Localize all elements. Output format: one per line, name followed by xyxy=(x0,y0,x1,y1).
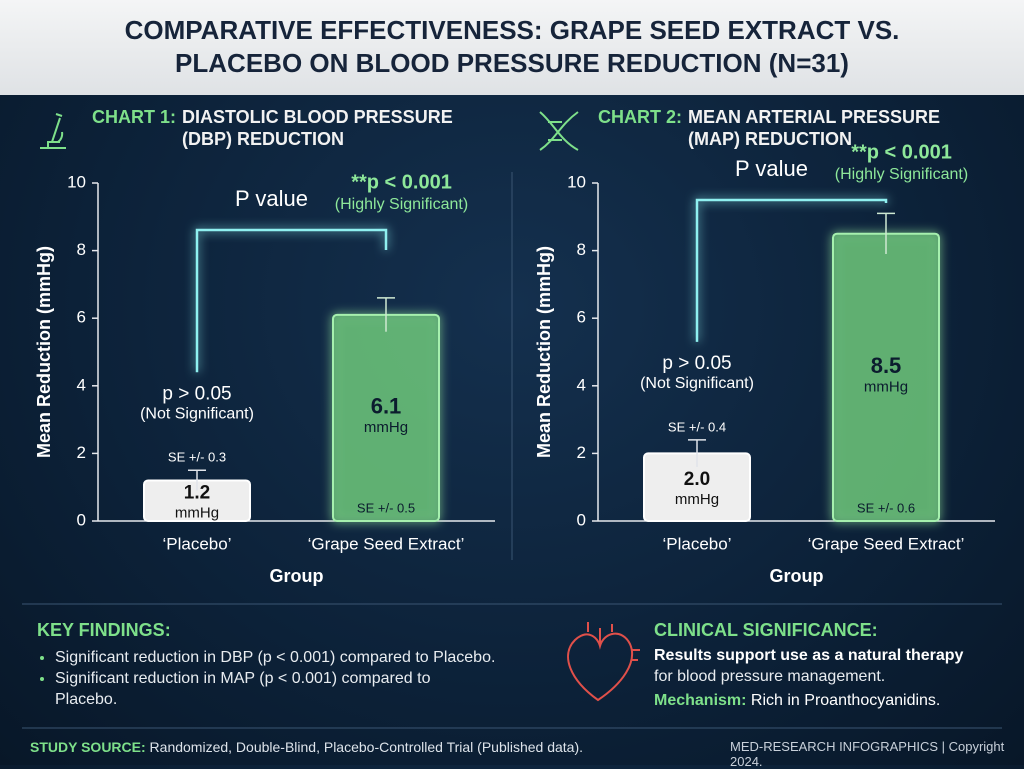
chart-title-prefix: CHART 2: xyxy=(598,107,682,127)
y-tick-label: 2 xyxy=(77,443,86,462)
ns-label: (Not Significant) xyxy=(140,406,254,423)
value-unit: mmHg xyxy=(675,491,719,508)
ns-p-value: p > 0.05 xyxy=(162,383,231,404)
mechanism-label: Mechanism: xyxy=(654,692,747,709)
x-tick-label: ‘Placebo’ xyxy=(163,534,232,553)
microscope-icon xyxy=(40,113,66,149)
y-tick-label: 4 xyxy=(577,375,586,394)
source-text: Randomized, Double-Blind, Placebo-Contro… xyxy=(149,739,583,755)
significance-bracket xyxy=(195,228,388,373)
value-label: 1.2 xyxy=(184,483,210,504)
x-axis-label: Group xyxy=(770,566,824,586)
finding: Significant reduction in MAP (p < 0.001)… xyxy=(55,668,495,710)
chart-title-text: MEAN ARTERIAL PRESSURE (MAP) REDUCTION xyxy=(688,107,941,149)
value-label: 2.0 xyxy=(684,469,710,490)
mechanism: Mechanism: Rich in Proanthocyanidins. xyxy=(654,690,1014,711)
chart-title: CHART 1: DIASTOLIC BLOOD PRESSURE (DBP) R… xyxy=(92,106,482,150)
y-tick-label: 2 xyxy=(577,443,586,462)
x-tick-label: ‘Placebo’ xyxy=(663,534,732,553)
mechanism-text: Rich in Proanthocyanidins. xyxy=(750,692,941,709)
clinical-text: Results support use as a natural therapy xyxy=(654,647,964,664)
chart-title-prefix: CHART 1: xyxy=(92,107,176,127)
finding: Significant reduction in DBP (p < 0.001)… xyxy=(55,647,597,668)
sig-p-value: **p < 0.001 xyxy=(351,171,452,193)
chart-title: CHART 2: MEAN ARTERIAL PRESSURE (MAP) RED… xyxy=(598,106,988,150)
heart-icon xyxy=(567,622,640,702)
error-label: SE +/- 0.3 xyxy=(168,450,226,465)
y-tick-label: 4 xyxy=(77,375,86,394)
value-unit: mmHg xyxy=(864,378,908,395)
y-tick-label: 0 xyxy=(77,510,86,529)
section-heading: CLINICAL SIGNIFICANCE: xyxy=(654,620,878,640)
key-findings: KEY FINDINGS: Significant reduction in D… xyxy=(37,620,597,710)
y-axis-label: Mean Reduction (mmHg) xyxy=(34,246,54,458)
chart-title-text: DIASTOLIC BLOOD PRESSURE (DBP) REDUCTION xyxy=(182,107,453,149)
value-unit: mmHg xyxy=(364,419,408,436)
page-title: COMPARATIVE EFFECTIVENESS: GRAPE SEED EX… xyxy=(124,15,900,78)
ns-p-value: p > 0.05 xyxy=(662,353,731,374)
y-tick-label: 6 xyxy=(577,308,586,327)
x-tick-label: ‘Grape Seed Extract’ xyxy=(308,534,465,553)
ns-label: (Not Significant) xyxy=(640,375,754,392)
y-tick-label: 8 xyxy=(577,240,586,259)
error-label: SE +/- 0.6 xyxy=(857,500,915,515)
source-label: STUDY SOURCE: xyxy=(30,739,146,755)
x-tick-label: ‘Grape Seed Extract’ xyxy=(808,534,965,553)
value-unit: mmHg xyxy=(175,505,219,522)
p-value-heading: P value xyxy=(235,186,308,211)
x-axis-label: Group xyxy=(270,566,324,586)
y-tick-label: 6 xyxy=(77,308,86,327)
header: COMPARATIVE EFFECTIVENESS: GRAPE SEED EX… xyxy=(0,0,1024,95)
value-label: 6.1 xyxy=(371,394,402,419)
y-tick-label: 10 xyxy=(67,172,86,191)
error-label: SE +/- 0.4 xyxy=(668,419,726,434)
findings-list: Significant reduction in DBP (p < 0.001)… xyxy=(37,647,597,710)
value-label: 8.5 xyxy=(871,353,902,378)
sig-label: (Highly Significant) xyxy=(835,166,968,183)
sig-label: (Highly Significant) xyxy=(335,196,468,213)
y-axis-label: Mean Reduction (mmHg) xyxy=(534,246,554,458)
clinical-text: for blood pressure management. xyxy=(654,668,886,685)
y-tick-label: 8 xyxy=(77,240,86,259)
study-source: STUDY SOURCE: Randomized, Double-Blind, … xyxy=(30,739,583,755)
y-tick-label: 0 xyxy=(577,510,586,529)
section-heading: KEY FINDINGS: xyxy=(37,620,171,640)
error-label: SE +/- 0.5 xyxy=(357,500,415,515)
y-tick-label: 10 xyxy=(567,172,586,191)
dna-icon xyxy=(539,111,579,151)
sig-p-value: **p < 0.001 xyxy=(851,141,952,163)
clinical-significance: CLINICAL SIGNIFICANCE: Results support u… xyxy=(654,620,1014,711)
p-value-heading: P value xyxy=(735,156,808,181)
significance-bracket xyxy=(695,198,888,342)
